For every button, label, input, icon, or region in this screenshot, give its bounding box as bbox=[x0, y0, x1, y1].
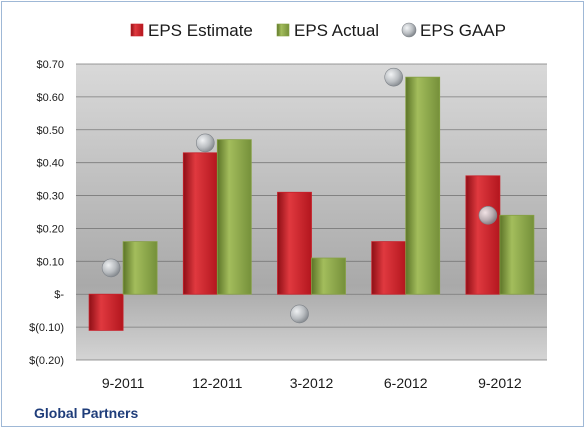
estimate-bar bbox=[465, 175, 501, 295]
estimate-bar bbox=[277, 191, 312, 295]
actual-bar bbox=[311, 257, 346, 295]
estimate-bar bbox=[371, 241, 407, 295]
actual-bar bbox=[405, 76, 441, 295]
legend-swatch-estimate bbox=[130, 23, 144, 37]
x-tick-label: 9-2011 bbox=[102, 375, 145, 391]
x-tick-label: 12-2011 bbox=[192, 375, 243, 391]
y-tick-label: $0.20 bbox=[36, 223, 64, 235]
legend-label-gaap: EPS GAAP bbox=[420, 21, 506, 40]
actual-bar bbox=[216, 139, 252, 295]
y-tick-label: $(0.10) bbox=[29, 322, 64, 334]
legend-label-actual: EPS Actual bbox=[294, 21, 379, 40]
y-tick-label: $0.60 bbox=[36, 92, 64, 104]
estimate-bar bbox=[88, 293, 124, 331]
gaap-marker bbox=[101, 258, 121, 278]
estimate-bar bbox=[182, 152, 218, 295]
y-tick-label: $0.30 bbox=[36, 191, 64, 203]
gaap-marker bbox=[196, 133, 215, 153]
y-tick-label: $0.50 bbox=[36, 125, 64, 137]
y-axis: $(0.20) $(0.10) $- $0.10 $0.20 $0.30 $0.40 $0.5… bbox=[29, 59, 64, 367]
gaap-marker bbox=[478, 205, 498, 225]
y-tick-label: $0.70 bbox=[36, 59, 64, 71]
actual-bar bbox=[499, 214, 535, 295]
y-tick-label: $0.40 bbox=[36, 158, 64, 170]
y-tick-label: $0.10 bbox=[36, 256, 64, 268]
x-tick-label: 3-2012 bbox=[290, 375, 334, 391]
y-tick-label: $(0.20) bbox=[29, 355, 64, 367]
company-name: Global Partners bbox=[34, 405, 138, 421]
x-tick-label: 9-2012 bbox=[478, 375, 522, 391]
x-axis: 9-2011 12-2011 3-2012 6-2012 9-2012 bbox=[102, 375, 522, 391]
chart-legend: EPS Estimate EPS Actual EPS GAAP bbox=[130, 21, 506, 40]
gaap-marker bbox=[290, 304, 309, 324]
legend-label-estimate: EPS Estimate bbox=[148, 21, 253, 40]
actual-bar bbox=[122, 241, 158, 295]
bars bbox=[88, 76, 535, 331]
legend-swatch-gaap bbox=[401, 22, 417, 38]
gaap-markers bbox=[101, 67, 498, 324]
gaap-marker bbox=[384, 67, 404, 87]
x-tick-label: 6-2012 bbox=[384, 375, 428, 391]
y-tick-label: $- bbox=[54, 289, 64, 301]
legend-swatch-actual bbox=[276, 23, 290, 37]
